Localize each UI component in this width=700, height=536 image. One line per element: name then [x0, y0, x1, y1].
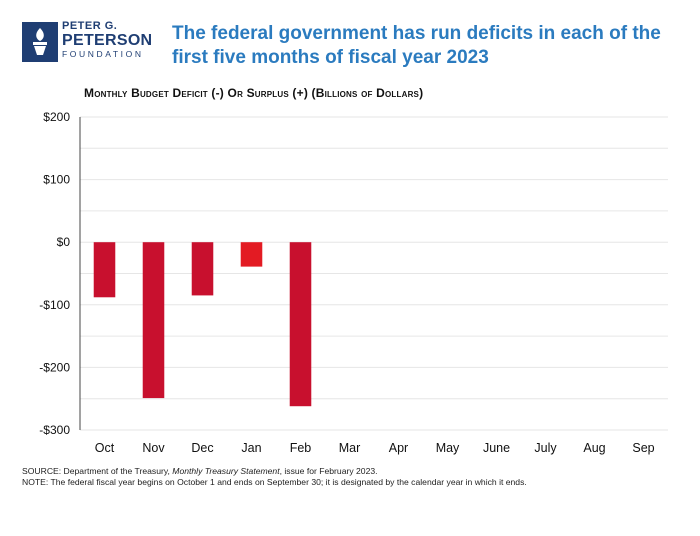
x-tick-label: Aug	[583, 441, 605, 455]
y-tick-label: -$200	[39, 360, 70, 374]
y-tick-label: -$300	[39, 423, 70, 437]
x-tick-label: Jan	[241, 441, 261, 455]
source-title: Monthly Treasury Statement	[172, 466, 280, 476]
x-tick-label: June	[483, 441, 510, 455]
brand-line1: PETER G.	[62, 20, 118, 32]
brand-logo: PETER G. PETERSON FOUNDATION	[22, 20, 160, 64]
x-tick-label: Sep	[632, 441, 654, 455]
note-line: NOTE: The federal fiscal year begins on …	[22, 477, 527, 487]
source-prefix: SOURCE: Department of the Treasury,	[22, 466, 173, 476]
y-tick-label: $0	[57, 235, 71, 249]
bar	[191, 242, 214, 296]
x-tick-label: Apr	[389, 441, 408, 455]
y-tick-label: $200	[43, 110, 70, 124]
torch-icon	[22, 22, 58, 62]
x-tick-label: Mar	[339, 441, 361, 455]
page-headline: The federal government has run deficits …	[172, 23, 661, 68]
bar	[93, 242, 116, 298]
brand-line2: PETERSON	[62, 32, 153, 49]
x-tick-label: May	[436, 441, 460, 455]
brand-line3: FOUNDATION	[62, 49, 144, 59]
chart-title: Monthly Budget Deficit (-) Or Surplus (+…	[84, 86, 424, 100]
bar	[240, 242, 263, 267]
bar	[142, 242, 165, 399]
x-tick-label: Dec	[191, 441, 213, 455]
x-tick-label: Oct	[95, 441, 115, 455]
x-tick-label: Nov	[142, 441, 165, 455]
source-suffix: , issue for February 2023.	[279, 466, 378, 476]
source-line: SOURCE: Department of the Treasury, Mont…	[22, 466, 682, 477]
bar	[289, 242, 312, 407]
y-tick-label: -$100	[39, 298, 70, 312]
y-tick-label: $100	[43, 173, 70, 187]
x-tick-label: July	[534, 441, 557, 455]
footer-notes: SOURCE: Department of the Treasury, Mont…	[22, 466, 682, 488]
x-tick-label: Feb	[290, 441, 312, 455]
